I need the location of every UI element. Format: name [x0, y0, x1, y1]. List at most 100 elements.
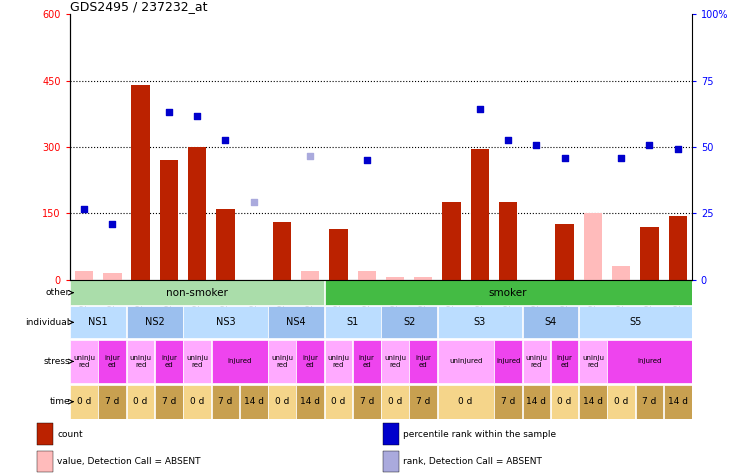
Text: uninju
red: uninju red: [186, 355, 208, 368]
Bar: [127, 385, 155, 419]
Bar: [240, 385, 267, 419]
Bar: [523, 306, 578, 338]
Text: value, Detection Call = ABSENT: value, Detection Call = ABSENT: [57, 457, 201, 466]
Bar: [127, 306, 183, 338]
Point: [361, 156, 372, 164]
Text: injur
ed: injur ed: [359, 355, 375, 368]
Text: 14 d: 14 d: [244, 397, 263, 406]
Bar: [155, 340, 183, 383]
Bar: [75, 271, 93, 280]
Text: S4: S4: [545, 317, 556, 328]
Text: 0 d: 0 d: [190, 397, 205, 406]
Text: uninju
red: uninju red: [130, 355, 152, 368]
Bar: [640, 227, 659, 280]
Text: 0 d: 0 d: [77, 397, 91, 406]
Bar: [556, 224, 574, 280]
Bar: [329, 229, 347, 280]
Text: other: other: [46, 288, 70, 297]
Bar: [438, 385, 494, 419]
Bar: [268, 306, 324, 338]
Text: NS2: NS2: [145, 317, 165, 328]
Bar: [268, 340, 296, 383]
Bar: [584, 213, 602, 280]
Bar: [607, 385, 635, 419]
Bar: [353, 385, 381, 419]
Bar: [551, 385, 578, 419]
Bar: [438, 340, 494, 383]
Bar: [386, 277, 404, 280]
Text: 14 d: 14 d: [583, 397, 603, 406]
Text: rank, Detection Call = ABSENT: rank, Detection Call = ABSENT: [403, 457, 542, 466]
Bar: [579, 340, 606, 383]
Point: [248, 199, 260, 206]
Text: S2: S2: [403, 317, 415, 328]
Bar: [183, 385, 211, 419]
Bar: [499, 202, 517, 280]
Point: [163, 108, 174, 115]
Bar: [211, 340, 267, 383]
Bar: [183, 306, 267, 338]
Bar: [160, 160, 178, 280]
Text: 0 d: 0 d: [557, 397, 572, 406]
Point: [107, 220, 118, 228]
Bar: [442, 202, 461, 280]
Bar: [70, 306, 126, 338]
Point: [531, 141, 542, 148]
Bar: [579, 306, 692, 338]
Text: 0 d: 0 d: [388, 397, 402, 406]
Bar: [103, 273, 121, 280]
Text: uninju
red: uninju red: [73, 355, 95, 368]
Point: [474, 106, 486, 113]
Text: injur
ed: injur ed: [556, 355, 573, 368]
Text: percentile rank within the sample: percentile rank within the sample: [403, 430, 556, 439]
Bar: [70, 340, 98, 383]
Text: 14 d: 14 d: [300, 397, 320, 406]
Text: uninju
red: uninju red: [582, 355, 604, 368]
Bar: [381, 306, 437, 338]
Point: [78, 205, 90, 213]
Bar: [70, 385, 98, 419]
Bar: [579, 385, 606, 419]
Text: S5: S5: [629, 317, 642, 328]
Bar: [523, 340, 551, 383]
Bar: [325, 280, 692, 305]
Bar: [70, 280, 324, 305]
Bar: [668, 216, 687, 280]
Text: 7 d: 7 d: [501, 397, 515, 406]
Text: NS3: NS3: [216, 317, 236, 328]
Bar: [409, 385, 437, 419]
Text: 0 d: 0 d: [331, 397, 346, 406]
Text: 0 d: 0 d: [614, 397, 629, 406]
Text: uninju
red: uninju red: [384, 355, 406, 368]
Bar: [612, 266, 630, 280]
Bar: [495, 385, 522, 419]
Bar: [268, 385, 296, 419]
Text: 0 d: 0 d: [133, 397, 148, 406]
Bar: [188, 147, 206, 280]
Bar: [409, 340, 437, 383]
Bar: [301, 271, 319, 280]
Bar: [438, 306, 522, 338]
Bar: [325, 340, 353, 383]
Bar: [664, 385, 692, 419]
Bar: [99, 385, 126, 419]
Text: injur
ed: injur ed: [105, 355, 120, 368]
Text: S1: S1: [347, 317, 358, 328]
Text: non-smoker: non-smoker: [166, 288, 228, 298]
Text: 7 d: 7 d: [218, 397, 233, 406]
Bar: [297, 385, 324, 419]
Text: GDS2495 / 237232_at: GDS2495 / 237232_at: [70, 0, 208, 13]
Point: [672, 146, 684, 153]
Bar: [636, 385, 663, 419]
Text: stress: stress: [43, 357, 70, 366]
Text: S3: S3: [474, 317, 486, 328]
Bar: [37, 451, 53, 473]
Text: injur
ed: injur ed: [161, 355, 177, 368]
Text: injur
ed: injur ed: [415, 355, 431, 368]
Text: time: time: [49, 397, 70, 406]
Bar: [358, 271, 376, 280]
Text: NS1: NS1: [88, 317, 108, 328]
Text: 7 d: 7 d: [360, 397, 374, 406]
Point: [219, 137, 231, 144]
Bar: [495, 340, 522, 383]
